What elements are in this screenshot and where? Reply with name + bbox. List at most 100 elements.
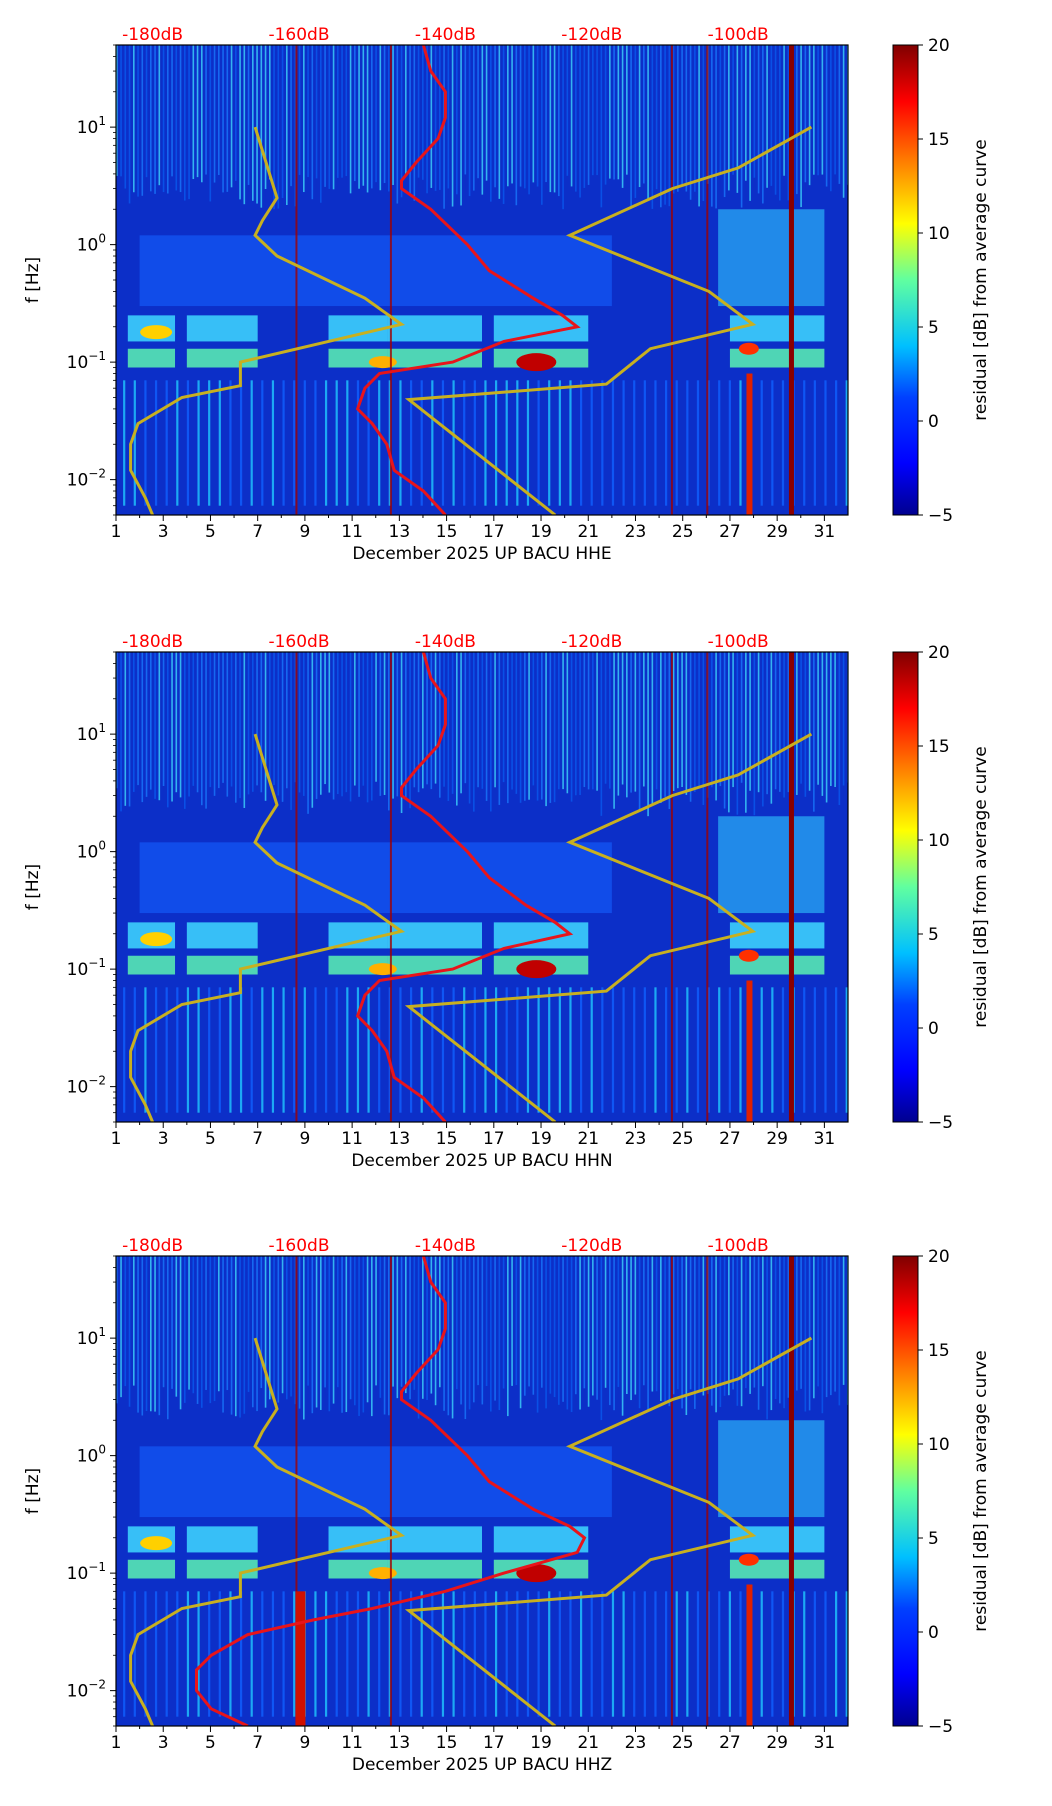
streak: [447, 1256, 450, 1416]
colorbar-tick: 0: [928, 1019, 939, 1039]
streak: [179, 1256, 182, 1410]
streak: [273, 45, 275, 210]
streak: [549, 1256, 552, 1394]
db-tick: -140dB: [415, 1236, 476, 1256]
x-tick-label: 15: [436, 1129, 458, 1149]
streak: [337, 652, 339, 795]
stripe: [452, 1591, 455, 1717]
streak: [541, 1256, 543, 1388]
stripe: [781, 1591, 785, 1717]
streak: [273, 652, 275, 786]
streak: [575, 1256, 577, 1395]
stripe: [123, 1591, 126, 1717]
stripe: [261, 1591, 264, 1717]
y-tick-label: 10−1: [67, 1560, 106, 1584]
streak: [239, 45, 241, 200]
y-tick-label: 10−1: [67, 956, 106, 980]
y-tick-label: 100: [77, 232, 106, 256]
stripe: [675, 987, 678, 1113]
streak: [196, 45, 199, 178]
spectrogram-image: [116, 45, 848, 515]
x-tick-label: 23: [625, 522, 647, 542]
colorbar-tick: 0: [928, 412, 939, 432]
hotspot: [516, 353, 557, 372]
stripe: [133, 380, 136, 506]
streak: [834, 1256, 836, 1392]
stripe: [133, 987, 136, 1113]
streak: [757, 1256, 760, 1410]
stripe: [686, 1591, 689, 1717]
streak: [456, 652, 458, 806]
event-line: [295, 45, 298, 515]
streak: [298, 652, 301, 793]
stripe: [165, 380, 168, 506]
streak: [451, 45, 454, 207]
hotspot: [140, 325, 173, 340]
stripe: [303, 380, 306, 506]
stripe: [824, 1591, 827, 1717]
stripe: [516, 380, 519, 506]
stripe: [633, 987, 636, 1113]
colorbar-tick: −5: [928, 1717, 953, 1737]
streak: [817, 45, 819, 176]
streak: [371, 652, 373, 801]
streak: [158, 45, 161, 186]
streak: [770, 652, 773, 804]
streak: [375, 45, 377, 183]
stripe: [229, 1591, 232, 1717]
stripe: [665, 380, 668, 506]
db-tick: -160dB: [268, 632, 329, 652]
streak: [545, 652, 547, 807]
streak: [464, 1256, 467, 1420]
x-tick-label: 7: [252, 1733, 263, 1753]
db-tick: -120dB: [561, 25, 622, 45]
x-tick-label: 11: [341, 1129, 363, 1149]
streak: [379, 1256, 382, 1398]
streak: [838, 1256, 841, 1406]
streak: [124, 45, 127, 189]
streak: [842, 652, 845, 786]
streak: [774, 652, 777, 790]
streak: [188, 652, 190, 797]
streak: [209, 652, 212, 788]
streak: [256, 45, 258, 204]
streak: [825, 1256, 828, 1398]
x-tick-label: 21: [577, 1733, 599, 1753]
stripe: [176, 987, 179, 1113]
streak: [324, 652, 326, 785]
streak: [685, 45, 688, 192]
streak: [341, 652, 343, 797]
streak: [825, 652, 828, 803]
streak: [226, 45, 229, 192]
stripe: [282, 987, 285, 1113]
stripe: [356, 987, 360, 1113]
streak: [715, 45, 717, 209]
streak: [226, 652, 229, 797]
streak: [583, 1256, 586, 1389]
streak: [685, 652, 688, 795]
streak: [366, 1256, 369, 1403]
streak: [519, 1256, 522, 1409]
stripe: [516, 987, 519, 1113]
streak: [579, 1256, 581, 1410]
stripe: [707, 380, 710, 506]
streak: [672, 652, 675, 791]
streak: [311, 652, 314, 808]
streak: [630, 1256, 632, 1401]
stripe: [282, 1591, 285, 1717]
stripe: [409, 1591, 413, 1717]
streak: [660, 1256, 662, 1402]
streak: [349, 652, 352, 802]
streak: [587, 45, 590, 185]
db-tick: -120dB: [561, 632, 622, 652]
streak: [158, 652, 161, 801]
streak: [349, 1256, 352, 1400]
streak: [643, 1256, 645, 1386]
colorbar-tick: 20: [928, 36, 950, 56]
stripe: [696, 380, 700, 506]
streak: [230, 652, 233, 787]
stripe: [526, 380, 530, 506]
stripe: [622, 380, 625, 506]
streak: [536, 652, 539, 801]
streak: [740, 1256, 743, 1407]
